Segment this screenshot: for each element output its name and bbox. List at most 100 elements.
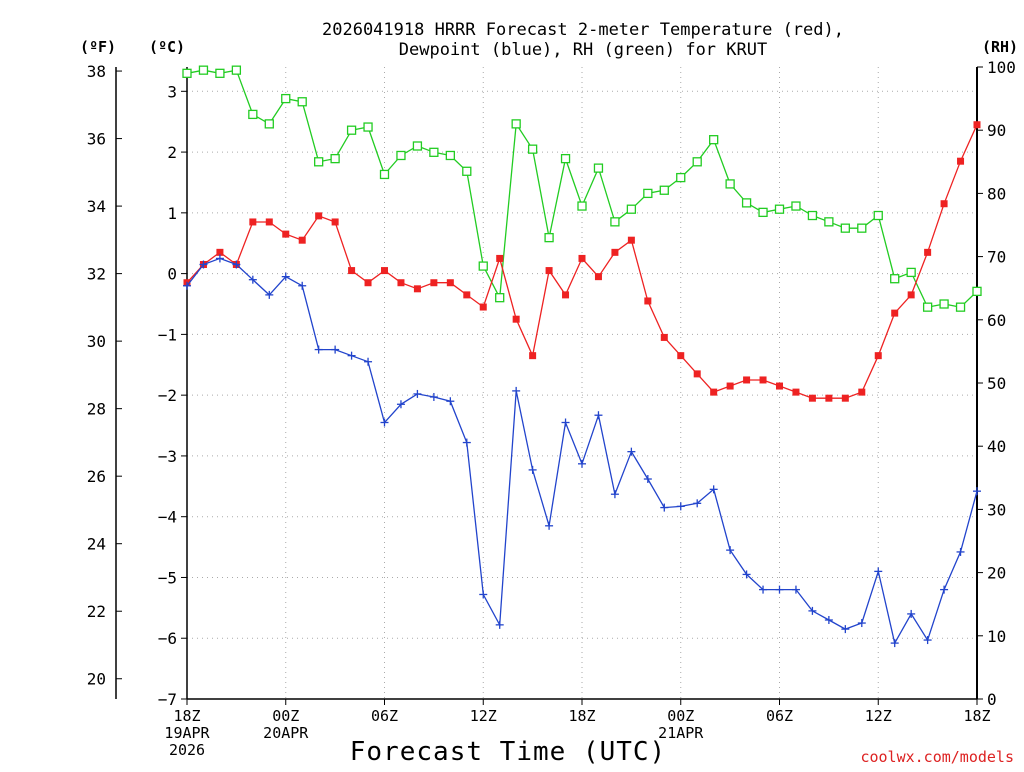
temperature-point (891, 309, 899, 317)
temperature-point (841, 394, 849, 402)
temperature-point (808, 394, 816, 402)
fahrenheit-tick-label: 38 (87, 62, 106, 81)
dewpoint-point (512, 386, 521, 395)
rh-point (741, 198, 752, 208)
temperature-point (907, 291, 915, 299)
x-tick-label: 20APR (263, 724, 309, 742)
rh-point (330, 153, 340, 164)
x-tick-label: 18Z (173, 707, 200, 725)
temperature-point (660, 333, 668, 341)
celsius-tick-label: −3 (158, 447, 177, 466)
temperature-point (381, 267, 388, 275)
dewpoint-point (446, 397, 455, 406)
dewpoint-point (742, 570, 751, 579)
fahrenheit-tick-label: 28 (87, 400, 106, 419)
rh-point (478, 261, 488, 271)
temperature-point (693, 370, 701, 378)
rh-point (281, 93, 291, 104)
celsius-tick-label: 2 (167, 143, 177, 162)
rh-point (462, 166, 472, 176)
dewpoint-point (314, 345, 323, 354)
rh-point (774, 204, 785, 214)
rh-point (643, 188, 653, 199)
chart-title-line1: 2026041918 HRRR Forecast 2-meter Tempera… (322, 20, 844, 40)
dewpoint-point (660, 503, 669, 512)
rh-point (659, 185, 669, 195)
dewpoint-point (874, 567, 883, 576)
rh-tick-label: 20 (987, 564, 1006, 583)
temperature-point (710, 388, 718, 396)
rh-tick-label: 30 (987, 500, 1006, 519)
dewpoint-point (907, 609, 916, 618)
temperature-point (940, 200, 948, 208)
axes-layer (115, 66, 983, 705)
dewpoint-point (775, 585, 784, 594)
dewpoint-point (281, 272, 290, 281)
fahrenheit-tick-label: 32 (87, 265, 106, 284)
rh-unit-label: (RH) (982, 38, 1018, 56)
temperature-point (348, 267, 356, 275)
temperature-point (792, 388, 800, 396)
rh-point (396, 150, 406, 161)
celsius-tick-label: −4 (158, 508, 177, 527)
dewpoint-point (396, 400, 405, 409)
temperature-point (216, 248, 224, 256)
temperature-point (776, 382, 783, 390)
rh-point (527, 144, 538, 154)
rh-point (297, 97, 307, 107)
rh-tick-label: 0 (987, 690, 997, 709)
rh-point (182, 68, 192, 78)
x-tick-label: 00Z (667, 707, 694, 725)
dewpoint-point (676, 502, 685, 511)
dewpoint-point (824, 616, 833, 624)
dewpoint-point (199, 260, 208, 269)
series-layer (182, 65, 982, 648)
temperature-point (397, 279, 405, 287)
fahrenheit-tick-label: 20 (87, 670, 106, 689)
dewpoint-point (857, 619, 866, 628)
rh-point (544, 232, 554, 243)
credit-text: coolwx.com/models (860, 748, 1014, 766)
dewpoint-point (265, 290, 274, 299)
rh-tick-label: 60 (987, 311, 1006, 330)
rh-point (824, 217, 834, 227)
x-axis-title: Forecast Time (UTC) (350, 737, 666, 767)
rh-point (215, 68, 225, 78)
temperature-point (924, 248, 932, 256)
dewpoint-point (956, 547, 965, 556)
rh-point (593, 163, 604, 173)
temperature-point (512, 315, 520, 323)
dewpoint-point (841, 625, 850, 634)
dewpoint-point (726, 546, 735, 555)
fahrenheit-tick-label: 34 (87, 197, 106, 216)
rh-point (922, 302, 933, 312)
temperature-point (331, 218, 339, 226)
celsius-tick-label: −1 (158, 325, 177, 344)
temperature-point (611, 248, 619, 256)
temperature-point (446, 279, 454, 287)
fahrenheit-tick-label: 22 (87, 602, 106, 621)
rh-point (972, 286, 982, 297)
fahrenheit-tick-label: 26 (87, 467, 106, 486)
dewpoint-point (462, 438, 471, 447)
dewpoint-point (528, 465, 537, 474)
dewpoint-point (364, 357, 373, 366)
rh-point (610, 217, 620, 227)
x-tick-label: 12Z (865, 707, 892, 725)
x-tick-label: 06Z (371, 707, 398, 725)
rh-point (906, 267, 916, 278)
rh-point (248, 109, 258, 120)
temperature-point (743, 376, 751, 384)
dewpoint-point (479, 590, 488, 599)
celsius-tick-label: 0 (167, 265, 177, 284)
rh-tick-label: 80 (987, 184, 1006, 203)
rh-point (939, 299, 949, 309)
temperature-point (315, 212, 323, 220)
dewpoint-point (545, 521, 554, 530)
celsius-unit-label: (ºC) (149, 38, 185, 56)
temperature-point (496, 254, 504, 262)
temperature-point (364, 279, 372, 287)
rh-point (626, 204, 637, 214)
rh-point (314, 157, 324, 167)
